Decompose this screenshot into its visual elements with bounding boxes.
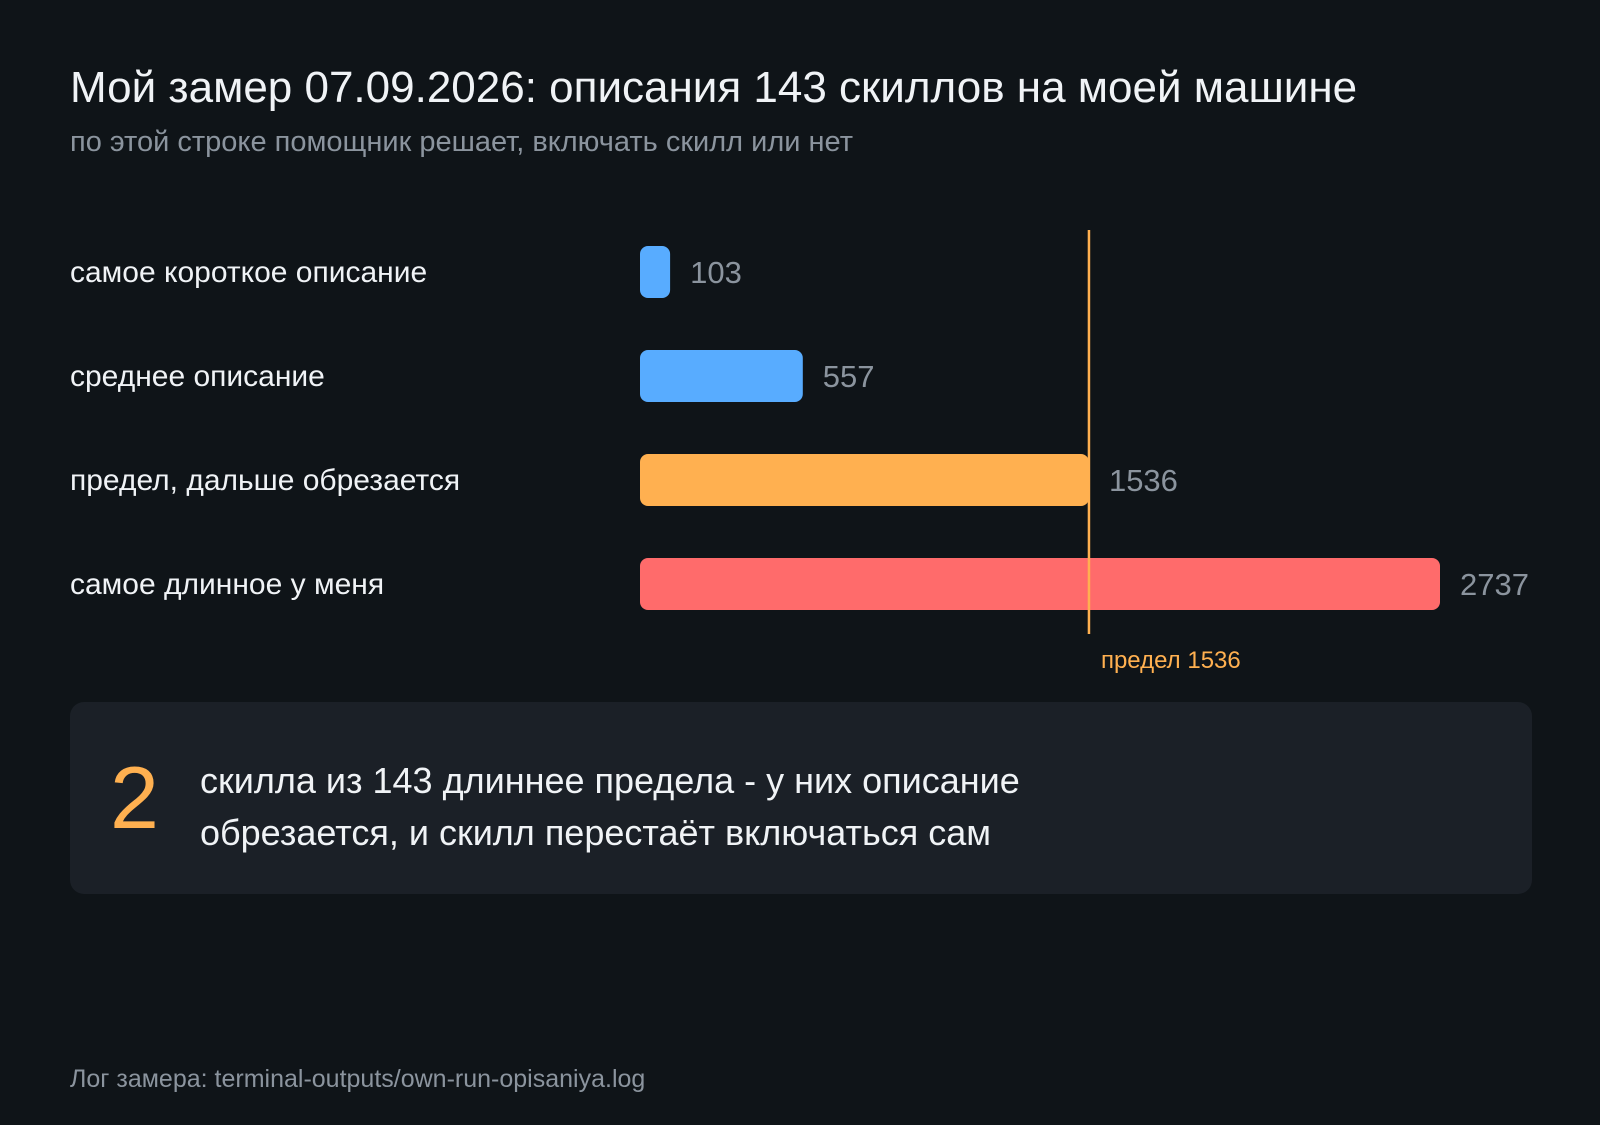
value-label: 2737 (1460, 567, 1529, 602)
bar (640, 454, 1089, 506)
callout-number: 2 (110, 748, 159, 847)
value-label: 557 (823, 359, 875, 394)
category-label: самое длинное у меня (70, 568, 384, 601)
footer-log-path: Лог замера: terminal-outputs/own-run-opi… (70, 1065, 646, 1093)
chart-title: Мой замер 07.09.2026: описания 143 скилл… (70, 63, 1358, 112)
bar (640, 558, 1440, 610)
callout-text: скилла из 143 длиннее предела - у них оп… (200, 760, 1020, 853)
value-label: 103 (690, 255, 742, 290)
bar (640, 350, 803, 402)
limit-label: предел 1536 (1101, 647, 1241, 674)
category-label: среднее описание (70, 360, 325, 393)
category-label: самое короткое описание (70, 256, 427, 289)
bar (640, 246, 671, 298)
bar-chart: самое короткое описание 103 среднее описан… (70, 230, 1529, 674)
chart-subtitle: по этой строке помощник решает, включать… (70, 126, 853, 158)
value-label: 1536 (1109, 463, 1178, 498)
category-label: предел, дальше обрезается (70, 464, 460, 497)
summary-callout: 2 скилла из 143 длиннее предела - у них … (70, 702, 1532, 894)
